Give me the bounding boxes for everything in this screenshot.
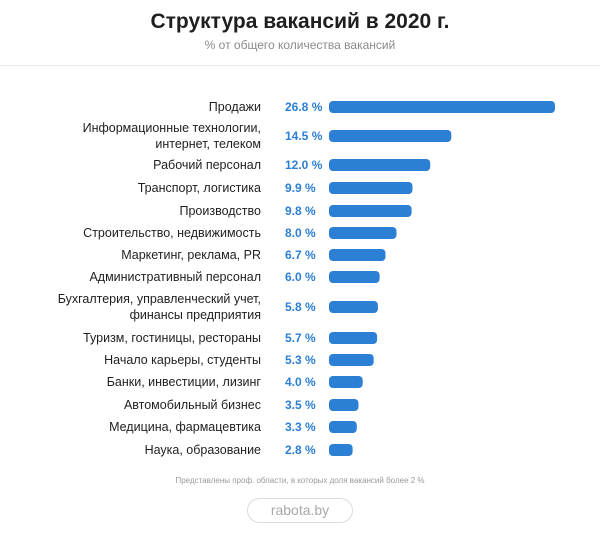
- bar: [329, 421, 357, 433]
- category-label: Начало карьеры, студенты: [104, 353, 261, 367]
- category-label: Наука, образование: [145, 443, 261, 457]
- value-label: 26.8 %: [285, 100, 323, 114]
- footnote: Представлены проф. области, в которых до…: [175, 476, 425, 485]
- category-label: Медицина, фармацевтика: [109, 420, 261, 434]
- category-label: Банки, инвестиции, лизинг: [107, 375, 262, 389]
- category-label: Транспорт, логистика: [138, 181, 261, 195]
- category-label: Автомобильный бизнес: [124, 398, 261, 412]
- bar: [329, 101, 555, 113]
- category-label: Рабочий персонал: [153, 158, 261, 172]
- header-divider: [0, 65, 600, 66]
- value-label: 12.0 %: [285, 158, 323, 172]
- value-label: 8.0 %: [285, 226, 316, 240]
- chart-subtitle: % от общего количества вакансий: [204, 38, 396, 52]
- bar: [329, 354, 374, 366]
- value-label: 5.8 %: [285, 300, 316, 314]
- value-label: 6.7 %: [285, 248, 316, 262]
- value-label: 14.5 %: [285, 129, 323, 143]
- value-label: 4.0 %: [285, 375, 316, 389]
- category-label: Маркетинг, реклама, PR: [121, 248, 261, 262]
- bar: [329, 130, 452, 142]
- bar: [329, 182, 413, 194]
- brand-badge[interactable]: rabota.by: [247, 498, 353, 523]
- category-label: Информационные технологии, интернет, теле…: [83, 121, 261, 151]
- chart-title: Структура вакансий в 2020 г.: [150, 10, 450, 33]
- category-label: Бухгалтерия, управленческий учет, финансы…: [58, 292, 261, 322]
- category-label: Строительство, недвижимость: [83, 226, 261, 240]
- bar: [329, 271, 380, 283]
- bar: [329, 376, 363, 388]
- category-label: Административный персонал: [89, 270, 261, 284]
- bar: [329, 444, 353, 456]
- bar: [329, 332, 378, 344]
- bar: [329, 227, 397, 239]
- value-label: 2.8 %: [285, 443, 316, 457]
- value-label: 9.9 %: [285, 181, 316, 195]
- bar: [329, 205, 412, 217]
- value-label: 5.3 %: [285, 353, 316, 367]
- bar-chart: Продажи 26.8 % Информационные технологии, и…: [58, 100, 555, 457]
- category-label: Продажи: [209, 100, 261, 114]
- value-label: 9.8 %: [285, 204, 316, 218]
- bar: [329, 301, 378, 313]
- value-label: 3.3 %: [285, 420, 316, 434]
- value-label: 6.0 %: [285, 270, 316, 284]
- value-label: 5.7 %: [285, 331, 316, 345]
- category-label: Туризм, гостиницы, рестораны: [83, 331, 261, 345]
- category-label: Производство: [179, 204, 261, 218]
- bar: [329, 159, 431, 171]
- bar: [329, 249, 386, 261]
- value-label: 3.5 %: [285, 398, 316, 412]
- bar: [329, 399, 359, 411]
